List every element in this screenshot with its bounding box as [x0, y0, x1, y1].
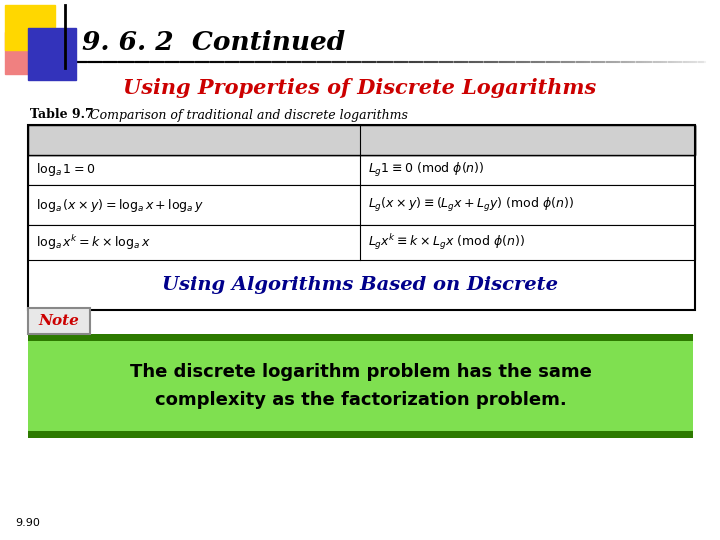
- Bar: [5, 5, 55, 50]
- Text: Comparison of traditional and discrete logarithms: Comparison of traditional and discrete l…: [82, 109, 408, 122]
- Bar: [28, 125, 695, 310]
- Bar: [5, 32, 47, 74]
- Bar: [28, 431, 693, 438]
- Bar: [28, 185, 695, 225]
- Text: Traditional Logarithm: Traditional Logarithm: [124, 133, 264, 146]
- Text: 9. 6. 2  Continued: 9. 6. 2 Continued: [82, 30, 346, 55]
- Text: $L_g 1 \equiv 0\ (\mathrm{mod}\ \phi(n))$: $L_g 1 \equiv 0\ (\mathrm{mod}\ \phi(n))…: [368, 161, 485, 179]
- Text: The discrete logarithm problem has the same: The discrete logarithm problem has the s…: [130, 363, 591, 381]
- Bar: [28, 225, 695, 260]
- Text: Table 9.7: Table 9.7: [30, 109, 94, 122]
- Text: $L_g x^k \equiv k \times L_g x\ (\mathrm{mod}\ \phi(n))$: $L_g x^k \equiv k \times L_g x\ (\mathrm…: [368, 233, 525, 252]
- Bar: [28, 125, 695, 155]
- Text: Discrete Logarithms: Discrete Logarithms: [463, 133, 593, 146]
- Bar: [28, 334, 693, 341]
- Text: $\log_{a} 1 = 0$: $\log_{a} 1 = 0$: [36, 161, 95, 179]
- Text: 9.90: 9.90: [15, 518, 40, 528]
- Bar: [28, 125, 695, 155]
- Text: Note: Note: [39, 314, 79, 328]
- Bar: [28, 341, 693, 431]
- Bar: [28, 28, 76, 80]
- Text: $L_g(x \times y) \equiv (L_g x + L_g y)\ (\mathrm{mod}\ \phi(n))$: $L_g(x \times y) \equiv (L_g x + L_g y)\…: [368, 196, 575, 214]
- Bar: [28, 155, 695, 185]
- Text: $\log_{a} x^k = k \times \log_{a} x$: $\log_{a} x^k = k \times \log_{a} x$: [36, 233, 150, 252]
- Text: complexity as the factorization problem.: complexity as the factorization problem.: [155, 391, 567, 409]
- Bar: [28, 308, 90, 334]
- Text: Using Algorithms Based on Discrete: Using Algorithms Based on Discrete: [162, 276, 558, 294]
- Text: Using Properties of Discrete Logarithms: Using Properties of Discrete Logarithms: [123, 78, 597, 98]
- Text: $\log_{a} (x \times y) = \log_{a} x + \log_{a} y$: $\log_{a} (x \times y) = \log_{a} x + \l…: [36, 197, 204, 213]
